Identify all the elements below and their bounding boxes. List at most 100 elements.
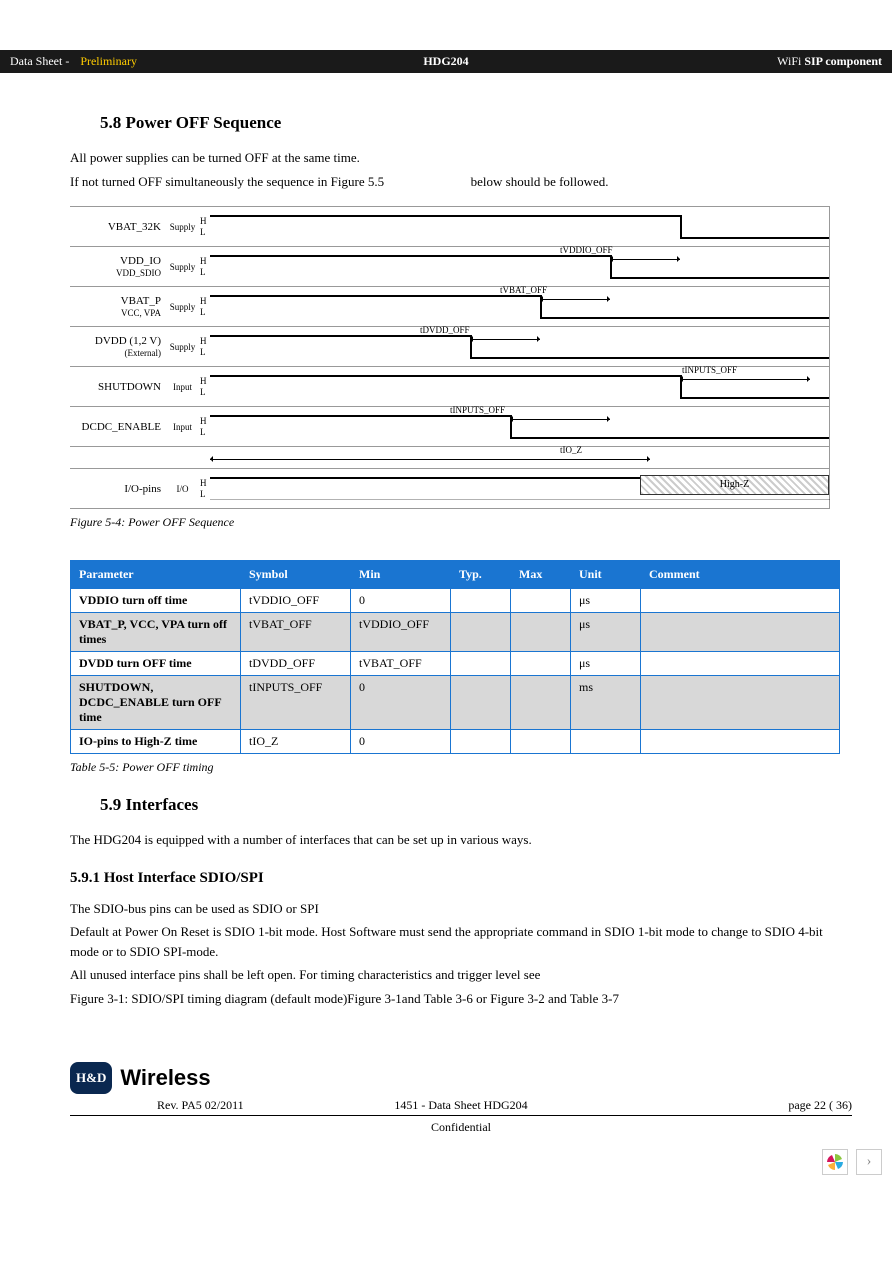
signal-type: Supply (165, 302, 200, 312)
section-5-9-1-p3: All unused interface pins shall be left … (70, 965, 852, 985)
table-cell: tVDDIO_OFF (241, 589, 351, 613)
timing-label: tVBAT_OFF (500, 285, 547, 295)
waveform: tVBAT_OFF (210, 287, 829, 326)
section-5-9-1-title: 5.9.1 Host Interface SDIO/SPI (70, 870, 852, 887)
figure-5-4-caption: Figure 5-4: Power OFF Sequence (70, 515, 852, 530)
hl-labels: HL (200, 376, 210, 398)
timing-label: tVDDIO_OFF (560, 245, 613, 255)
header-preliminary: Preliminary (80, 54, 137, 68)
table-cell: tVDDIO_OFF (351, 613, 451, 652)
table-header: Min (351, 561, 451, 589)
power-off-timing-table: ParameterSymbolMinTyp.MaxUnitComment VDD… (70, 560, 840, 754)
viewer-toolbar: › (0, 1145, 892, 1179)
hl-labels: HL (200, 256, 210, 278)
table-header: Parameter (71, 561, 241, 589)
waveform: High-Z (210, 469, 829, 508)
pinwheel-icon[interactable] (822, 1149, 848, 1175)
table-cell (451, 589, 511, 613)
table-cell (511, 652, 571, 676)
brand-text: Wireless (120, 1065, 210, 1091)
signal-type: Supply (165, 342, 200, 352)
header-right-bold: SIP component (804, 54, 882, 68)
timing-label: tIO_Z (560, 445, 582, 455)
signal-label: SHUTDOWN (70, 381, 165, 393)
hl-labels: HL (200, 478, 210, 500)
signal-type: I/O (165, 484, 200, 494)
table-row: IO-pins to High-Z timetIO_Z0 (71, 730, 840, 754)
table-cell: ms (571, 676, 641, 730)
table-header: Typ. (451, 561, 511, 589)
table-cell: 0 (351, 730, 451, 754)
table-cell (511, 613, 571, 652)
timing-row: DVDD (1,2 V)(External)SupplyHLtDVDD_OFF (70, 327, 829, 367)
table-cell: 0 (351, 589, 451, 613)
signal-type: Input (165, 422, 200, 432)
table-header: Unit (571, 561, 641, 589)
timing-diagram: VBAT_32KSupplyHLVDD_IOVDD_SDIOSupplyHLtV… (70, 206, 830, 509)
highz-region: High-Z (640, 475, 829, 495)
table-row: VBAT_P, VCC, VPA turn off timestVBAT_OFF… (71, 613, 840, 652)
table-row: DVDD turn OFF timetDVDD_OFFtVBAT_OFFμs (71, 652, 840, 676)
table-header: Comment (641, 561, 840, 589)
table-cell: VDDIO turn off time (71, 589, 241, 613)
header-right-prefix: WiFi (777, 54, 804, 68)
table-cell (641, 730, 840, 754)
table-cell (641, 613, 840, 652)
signal-type: Input (165, 382, 200, 392)
table-cell: IO-pins to High-Z time (71, 730, 241, 754)
signal-label: VBAT_32K (70, 221, 165, 233)
chevron-right-icon[interactable]: › (856, 1149, 882, 1175)
timing-row: tIO_Z (70, 447, 829, 469)
footer: H&D Wireless Rev. PA5 02/2011 1451 - Dat… (0, 1062, 892, 1145)
table-header: Max (511, 561, 571, 589)
footer-page: page 22 ( 36) (591, 1098, 852, 1113)
signal-label: DCDC_ENABLE (70, 421, 165, 433)
section-5-8-p1: All power supplies can be turned OFF at … (70, 148, 852, 168)
table-cell: SHUTDOWN, DCDC_ENABLE turn OFF time (71, 676, 241, 730)
section-5-9-1-p4: Figure 3-1: SDIO/SPI timing diagram (def… (70, 989, 852, 1009)
table-cell (511, 730, 571, 754)
waveform: tINPUTS_OFF (210, 367, 829, 406)
waveform (210, 207, 829, 246)
signal-label: VDD_IOVDD_SDIO (70, 255, 165, 279)
signal-type: Supply (165, 222, 200, 232)
table-cell: tVBAT_OFF (351, 652, 451, 676)
hl-labels: HL (200, 336, 210, 358)
footer-docnum: 1451 - Data Sheet HDG204 (331, 1098, 592, 1113)
hl-labels: HL (200, 296, 210, 318)
waveform: tVDDIO_OFF (210, 247, 829, 286)
table-cell (451, 652, 511, 676)
section-5-8-title: 5.8 Power OFF Sequence (100, 113, 852, 133)
waveform: tDVDD_OFF (210, 327, 829, 366)
table-cell (641, 589, 840, 613)
hl-labels: HL (200, 416, 210, 438)
table-cell: 0 (351, 676, 451, 730)
timing-row: SHUTDOWNInputHL tINPUTS_OFF (70, 367, 829, 407)
header-center: HDG204 (301, 54, 592, 69)
table-cell: tIO_Z (241, 730, 351, 754)
timing-label: tINPUTS_OFF (450, 405, 505, 415)
timing-row: VBAT_32KSupplyHL (70, 207, 829, 247)
header-left-prefix: Data Sheet - (10, 54, 69, 68)
signal-label: VBAT_PVCC, VPA (70, 295, 165, 319)
table-cell (571, 730, 641, 754)
table-cell (641, 652, 840, 676)
table-cell: VBAT_P, VCC, VPA turn off times (71, 613, 241, 652)
timing-row: I/O-pinsI/OHLHigh-Z (70, 469, 829, 509)
hd-logo-badge: H&D (70, 1062, 112, 1094)
doc-header: Data Sheet - Preliminary HDG204 WiFi SIP… (0, 50, 892, 73)
footer-confidential: Confidential (70, 1120, 852, 1135)
table-cell: μs (571, 613, 641, 652)
section-5-9-1-p2: Default at Power On Reset is SDIO 1-bit … (70, 922, 852, 961)
section-5-9-title: 5.9 Interfaces (100, 795, 852, 815)
table-row: VDDIO turn off timetVDDIO_OFF0μs (71, 589, 840, 613)
table-header: Symbol (241, 561, 351, 589)
section-5-9-p1: The HDG204 is equipped with a number of … (70, 830, 852, 850)
table-5-5-caption: Table 5-5: Power OFF timing (70, 760, 852, 775)
table-cell: tVBAT_OFF (241, 613, 351, 652)
footer-rev: Rev. PA5 02/2011 (70, 1098, 331, 1113)
timing-label: tINPUTS_OFF (682, 365, 737, 375)
section-5-9-1-p1: The SDIO-bus pins can be used as SDIO or… (70, 899, 852, 919)
signal-label: DVDD (1,2 V)(External) (70, 335, 165, 359)
table-cell (451, 730, 511, 754)
